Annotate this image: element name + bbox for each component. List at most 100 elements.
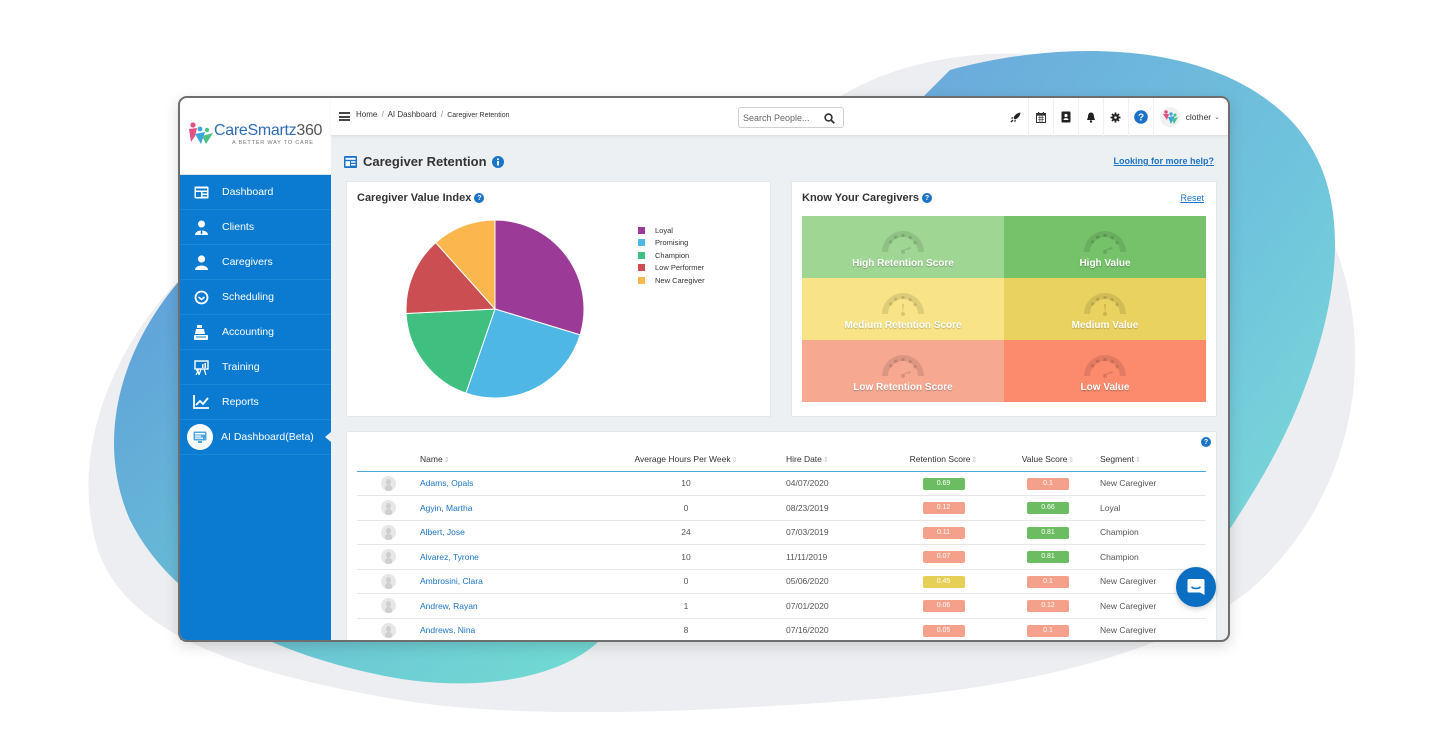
table-row[interactable]: Andrews, Nina 8 07/16/2020 0.05 0.1 New Careg… bbox=[357, 618, 1206, 640]
caregiver-name-link[interactable]: Alvarez, Tyrone bbox=[420, 551, 479, 562]
chat-launcher-button[interactable] bbox=[1176, 567, 1216, 607]
sort-icon[interactable]: ⇕ bbox=[1068, 457, 1075, 465]
sort-icon[interactable]: ⇕ bbox=[443, 457, 450, 465]
user-name: clother bbox=[1185, 112, 1212, 122]
pie-slice-new-caregiver[interactable] bbox=[435, 219, 496, 311]
card-title: Know Your Caregivers? bbox=[802, 192, 932, 204]
segment-cell-low-value[interactable]: Low Value bbox=[1004, 340, 1206, 402]
avatar-column-header bbox=[357, 448, 420, 472]
name-cell: Ambrosini, Clara bbox=[420, 569, 586, 594]
help-icon[interactable]: ? bbox=[474, 193, 485, 203]
segment-cell: New Caregiver bbox=[1100, 471, 1206, 496]
segment-cell: New Caregiver bbox=[1100, 593, 1206, 619]
pie-slice-low-performer[interactable] bbox=[405, 241, 497, 314]
help-icon[interactable]: ? bbox=[921, 193, 932, 203]
more-help-link[interactable]: Looking for more help? bbox=[1113, 156, 1215, 166]
sidebar-item-label: Scheduling bbox=[222, 291, 274, 303]
bell-icon[interactable] bbox=[1077, 98, 1103, 136]
table-row[interactable]: Adams, Opals 10 04/07/2020 0.69 0.1 New Careg… bbox=[357, 471, 1206, 496]
sidebar-item-caregivers[interactable]: Caregivers bbox=[180, 245, 331, 280]
segment-label: Low Retention Score bbox=[853, 382, 953, 393]
table-row[interactable]: Ambrosini, Clara 0 05/06/2020 0.45 0.1 New Ca… bbox=[357, 569, 1206, 594]
dashboard-icon bbox=[193, 184, 209, 200]
hours-cell: 0 bbox=[586, 569, 786, 594]
table-row[interactable]: Albert, Jose 24 07/03/2019 0.11 0.81 Champion bbox=[357, 520, 1206, 545]
brand-logo[interactable]: CareSmartz360 A BETTER WAY TO CARE bbox=[180, 98, 331, 175]
retention-score-cell: 0.07 bbox=[891, 544, 996, 570]
search-people-input[interactable] bbox=[743, 111, 821, 125]
search-icon[interactable] bbox=[824, 113, 835, 124]
help-icon[interactable]: ? bbox=[1201, 437, 1211, 447]
column-label: Value Score bbox=[1021, 454, 1068, 465]
breadcrumb-ai-dashboard[interactable]: AI Dashboard bbox=[387, 110, 437, 119]
sidebar-item-scheduling[interactable]: Scheduling bbox=[180, 280, 331, 315]
page-title-text: Caregiver Retention bbox=[363, 154, 487, 169]
svg-text:?: ? bbox=[1138, 113, 1144, 124]
table-row[interactable]: Agyin, Martha 0 08/23/2019 0.12 0.66 Loyal bbox=[357, 495, 1206, 521]
pie-slice-champion[interactable] bbox=[405, 308, 496, 394]
segment-cell-medium-value[interactable]: Medium Value bbox=[1004, 278, 1206, 340]
column-header-value-score[interactable]: Value Score⇕ bbox=[996, 448, 1100, 472]
sidebar-item-clients[interactable]: Clients bbox=[180, 210, 331, 245]
retention-score-cell: 0.11 bbox=[891, 520, 996, 545]
toolbar-icons: ? clother ⌄ bbox=[1003, 98, 1220, 136]
contacts-book-icon[interactable] bbox=[1052, 98, 1078, 136]
segment-cell-low-retention-score[interactable]: Low Retention Score bbox=[802, 340, 1004, 402]
caregiver-name-link[interactable]: Andrew, Rayan bbox=[420, 600, 478, 611]
help-icon[interactable]: ? bbox=[1127, 98, 1153, 136]
retention-score-badge: 0.12 bbox=[922, 502, 965, 515]
info-icon[interactable] bbox=[491, 155, 504, 168]
calendar-icon[interactable] bbox=[1027, 98, 1053, 136]
sidebar-item-ai-dashboard[interactable]: AI Dashboard(Beta) bbox=[180, 420, 331, 455]
column-header-hire-date[interactable]: Hire Date⇕ bbox=[786, 448, 891, 472]
legend-item[interactable]: Promising bbox=[638, 237, 705, 250]
avatar-cell bbox=[357, 618, 420, 640]
sort-icon[interactable]: ⇕ bbox=[971, 457, 978, 465]
segment-label: High Retention Score bbox=[852, 258, 954, 269]
pie-slice-promising[interactable] bbox=[465, 308, 581, 399]
rocket-icon[interactable] bbox=[1003, 98, 1028, 136]
sidebar-item-accounting[interactable]: Accounting bbox=[180, 315, 331, 350]
segment-cell-medium-retention-score[interactable]: Medium Retention Score bbox=[802, 278, 1004, 340]
gear-icon[interactable] bbox=[1102, 98, 1128, 136]
caregiver-name-link[interactable]: Andrews, Nina bbox=[420, 625, 476, 636]
card-title: Caregiver Value Index? bbox=[357, 192, 485, 204]
legend-swatch bbox=[638, 264, 645, 272]
hamburger-menu-icon[interactable] bbox=[339, 112, 350, 121]
legend-swatch bbox=[638, 226, 645, 234]
breadcrumb-home[interactable]: Home bbox=[356, 110, 378, 119]
column-header-hours[interactable]: Average Hours Per Week⇕ bbox=[586, 448, 786, 472]
brand-name: CareSmartz360 bbox=[214, 122, 322, 140]
legend-swatch bbox=[638, 276, 645, 284]
caregiver-name-link[interactable]: Adams, Opals bbox=[420, 478, 474, 489]
caregiver-name-link[interactable]: Ambrosini, Clara bbox=[420, 576, 483, 587]
reset-link[interactable]: Reset bbox=[1180, 193, 1204, 203]
column-header-name[interactable]: Name⇕ bbox=[420, 448, 586, 472]
legend-swatch bbox=[638, 239, 645, 247]
legend-item[interactable]: New Caregiver bbox=[638, 274, 705, 287]
user-menu[interactable]: clother ⌄ bbox=[1152, 98, 1220, 136]
sort-icon[interactable]: ⇕ bbox=[1135, 457, 1141, 465]
sidebar-item-training[interactable]: Training bbox=[180, 350, 331, 385]
sort-icon[interactable]: ⇕ bbox=[731, 457, 738, 465]
legend-item[interactable]: Low Performer bbox=[638, 262, 705, 275]
table-body: Adams, Opals 10 04/07/2020 0.69 0.1 New Careg… bbox=[357, 471, 1206, 640]
table-row[interactable]: Alvarez, Tyrone 10 11/11/2019 0.07 0.81 Champ… bbox=[357, 544, 1206, 570]
legend-item[interactable]: Loyal bbox=[638, 224, 705, 237]
sort-icon[interactable]: ⇕ bbox=[822, 457, 829, 465]
sidebar-item-dashboard[interactable]: Dashboard bbox=[180, 175, 331, 210]
value-score-cell: 0.1 bbox=[996, 569, 1100, 594]
hire-date-cell: 05/06/2020 bbox=[786, 569, 891, 594]
column-header-retention-score[interactable]: Retention Score⇕ bbox=[891, 448, 996, 472]
caregiver-name-link[interactable]: Agyin, Martha bbox=[420, 502, 473, 513]
segment-cell-high-value[interactable]: High Value bbox=[1004, 216, 1206, 278]
segment-cell-high-retention-score[interactable]: High Retention Score bbox=[802, 216, 1004, 278]
caregiver-name-link[interactable]: Albert, Jose bbox=[420, 527, 465, 538]
sidebar-item-reports[interactable]: Reports bbox=[180, 385, 331, 420]
column-header-segment[interactable]: Segment⇕ bbox=[1100, 448, 1206, 472]
table-row[interactable]: Andrew, Rayan 1 07/01/2020 0.06 0.12 New Care… bbox=[357, 593, 1206, 619]
hours-cell: 8 bbox=[586, 618, 786, 640]
legend-item[interactable]: Champion bbox=[638, 249, 705, 262]
gauge-icon bbox=[1084, 293, 1126, 316]
pie-slice-loyal[interactable] bbox=[494, 219, 585, 336]
